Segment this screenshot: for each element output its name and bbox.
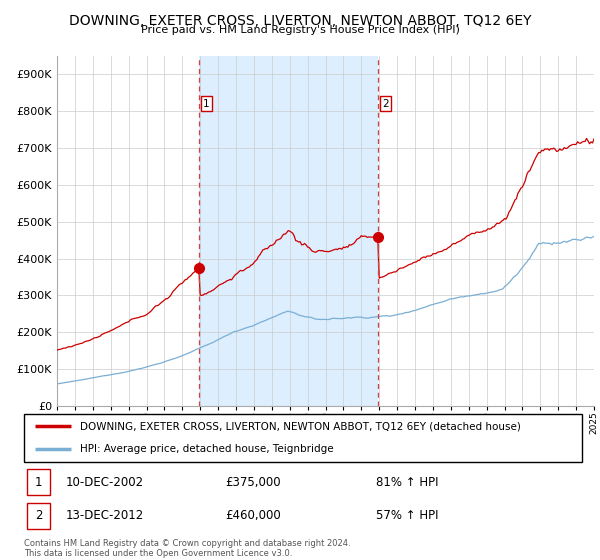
Text: 1: 1: [203, 99, 210, 109]
Bar: [27, 503, 50, 529]
Text: Price paid vs. HM Land Registry's House Price Index (HPI): Price paid vs. HM Land Registry's House …: [140, 25, 460, 35]
Text: 10-DEC-2002: 10-DEC-2002: [66, 475, 144, 489]
Text: Contains HM Land Registry data © Crown copyright and database right 2024.
This d: Contains HM Land Registry data © Crown c…: [24, 539, 350, 558]
Text: 1: 1: [35, 475, 42, 489]
Text: DOWNING, EXETER CROSS, LIVERTON, NEWTON ABBOT, TQ12 6EY (detached house): DOWNING, EXETER CROSS, LIVERTON, NEWTON …: [80, 421, 521, 431]
Bar: [199, 56, 378, 406]
Text: 2: 2: [35, 509, 42, 522]
Text: 2: 2: [382, 99, 389, 109]
Text: £375,000: £375,000: [225, 475, 281, 489]
Text: DOWNING, EXETER CROSS, LIVERTON, NEWTON ABBOT, TQ12 6EY: DOWNING, EXETER CROSS, LIVERTON, NEWTON …: [69, 14, 531, 28]
Text: 81% ↑ HPI: 81% ↑ HPI: [376, 475, 438, 489]
Text: 57% ↑ HPI: 57% ↑ HPI: [376, 509, 438, 522]
Text: £460,000: £460,000: [225, 509, 281, 522]
Bar: [27, 469, 50, 495]
Text: HPI: Average price, detached house, Teignbridge: HPI: Average price, detached house, Teig…: [80, 444, 334, 454]
Text: 13-DEC-2012: 13-DEC-2012: [66, 509, 144, 522]
